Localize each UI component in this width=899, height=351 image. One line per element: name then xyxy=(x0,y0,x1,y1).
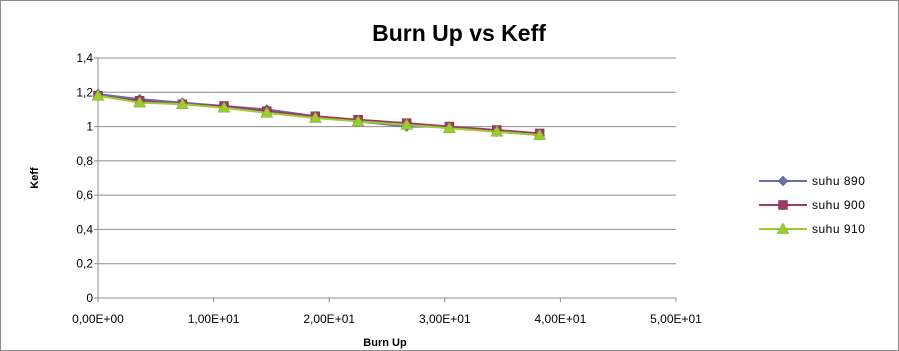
legend-item-suhu-910: suhu 910 xyxy=(759,222,865,236)
legend-label-1: suhu 900 xyxy=(812,198,865,212)
y-tick-label-4: 0,8 xyxy=(76,154,93,168)
x-tick-label-5: 5,00E+01 xyxy=(650,312,702,326)
y-tick-labels: 0 0,2 0,4 0,6 0,8 1 1,2 1,4 xyxy=(76,51,93,305)
x-tick-label-2: 2,00E+01 xyxy=(303,312,355,326)
x-tick-labels: 0,00E+00 1,00E+01 2,00E+01 3,00E+01 4,00E+01… xyxy=(72,312,702,326)
point-suhu-910-8 xyxy=(442,121,456,134)
legend-item-suhu-900: suhu 900 xyxy=(759,198,865,212)
point-suhu-910-3 xyxy=(217,101,231,113)
legend-label-2: suhu 910 xyxy=(812,222,865,236)
y-tick-label-3: 0,6 xyxy=(76,188,93,202)
point-suhu-910-7 xyxy=(400,118,414,130)
point-suhu-910-6 xyxy=(351,114,365,127)
chart-title: Burn Up vs Keff xyxy=(372,20,546,46)
point-suhu-910-0 xyxy=(91,89,105,101)
y-tick-label-1: 0,2 xyxy=(76,257,93,271)
x-tick-label-1: 1,00E+01 xyxy=(188,312,240,326)
axes xyxy=(94,57,677,302)
legend-item-suhu-890: suhu 890 xyxy=(759,174,865,188)
point-suhu-910-4 xyxy=(260,106,274,118)
point-suhu-910-2 xyxy=(175,97,189,110)
point-suhu-910-9 xyxy=(490,125,504,137)
x-tick-label-3: 3,00E+01 xyxy=(419,312,471,326)
y-tick-label-2: 0,4 xyxy=(76,222,93,236)
point-suhu-910-10 xyxy=(533,128,547,140)
legend-marker-1 xyxy=(778,200,788,210)
series xyxy=(91,88,547,141)
y-tick-label-6: 1,2 xyxy=(76,85,93,99)
x-axis-title: Burn Up xyxy=(363,337,407,349)
legend-marker-2 xyxy=(776,222,790,234)
y-tick-label-0: 0 xyxy=(86,291,93,305)
series-suhu-910 xyxy=(91,89,547,140)
legend-label-0: suhu 890 xyxy=(812,174,865,188)
point-suhu-910-1 xyxy=(133,96,147,108)
grid xyxy=(98,57,676,265)
point-suhu-910-5 xyxy=(308,111,322,123)
legend-marker-0 xyxy=(777,175,789,187)
x-tick-label-0: 0,00E+00 xyxy=(72,312,124,326)
y-tick-label-5: 1 xyxy=(86,120,93,134)
y-axis-title: Keff xyxy=(29,167,41,189)
y-tick-label-7: 1,4 xyxy=(76,51,93,65)
legend: suhu 890 suhu 900 suhu 910 xyxy=(759,174,865,236)
x-tick-label-4: 4,00E+01 xyxy=(535,312,587,326)
